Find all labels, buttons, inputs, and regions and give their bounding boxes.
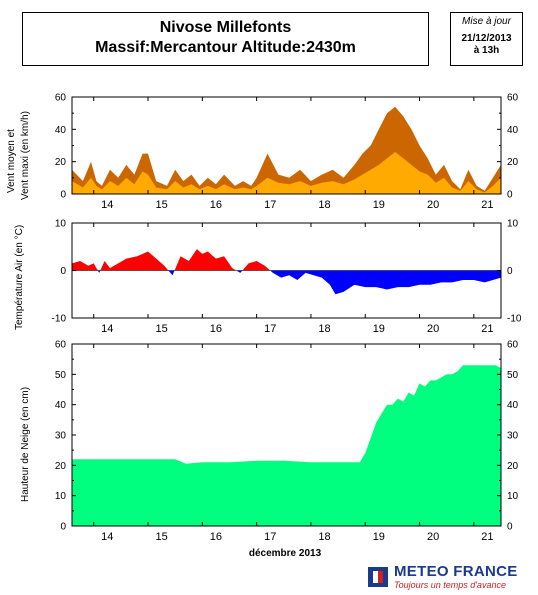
- y-tick-label-left: 0: [60, 522, 66, 533]
- y-tick-label-right: 0: [507, 190, 513, 201]
- x-day-label: 15: [155, 531, 167, 543]
- y-tick-label-right: 30: [507, 431, 519, 442]
- update-box: Mise à jour 21/12/2013 à 13h: [450, 12, 523, 66]
- wind-day-labels: 14 15 16 17 18 19 20 21: [101, 199, 493, 211]
- station-title: Nivose Millefonts: [159, 19, 292, 36]
- y-tick-label-left: 20: [55, 461, 67, 472]
- y-tick-label-left: 10: [55, 491, 67, 502]
- station-subtitle: Massif:Mercantour Altitude:2430m: [95, 39, 356, 56]
- x-day-label: 18: [318, 199, 330, 211]
- x-day-label: 16: [210, 199, 222, 211]
- y-tick-label-left: 0: [60, 190, 66, 201]
- x-day-label: 17: [264, 531, 276, 543]
- y-tick-label-right: 60: [507, 93, 519, 104]
- y-tick-label-left: 60: [55, 340, 67, 351]
- x-day-label: 19: [373, 323, 385, 335]
- meteo-france-logo: METEO FRANCE Toujours un temps d'avance: [368, 563, 538, 591]
- temp-negative-area: [72, 270, 501, 295]
- y-tick-label-right: 10: [507, 219, 519, 230]
- y-tick-label-right: 0: [507, 522, 513, 533]
- y-tick-label-right: 60: [507, 340, 519, 351]
- x-day-label: 21: [481, 531, 493, 543]
- y-tick-label-right: 40: [507, 125, 519, 136]
- x-day-label: 15: [155, 323, 167, 335]
- title-box: Nivose Millefonts Massif:Mercantour Alti…: [22, 12, 429, 66]
- x-day-label: 17: [264, 323, 276, 335]
- x-day-label: 20: [427, 199, 439, 211]
- x-day-label: 19: [373, 199, 385, 211]
- update-label: Mise à jour: [462, 16, 511, 27]
- logo-tagline: Toujours un temps d'avance: [394, 580, 506, 590]
- x-day-label: 15: [155, 199, 167, 211]
- logo-name: METEO FRANCE: [394, 563, 518, 580]
- charts-canvas: 14 15 16 17 18 19 20 21 14 15 16 17 18 19 20 21 14 15 16…: [6, 93, 522, 560]
- x-day-label: 20: [427, 531, 439, 543]
- y-tick-label-left: 40: [55, 125, 67, 136]
- meteo-france-emblem-icon: [368, 567, 388, 587]
- y-tick-label-left: 20: [55, 157, 67, 168]
- x-day-label: 18: [318, 323, 330, 335]
- x-day-label: 20: [427, 323, 439, 335]
- update-date: 21/12/2013: [461, 33, 512, 44]
- x-day-label: 14: [101, 323, 113, 335]
- y-tick-label-left: -10: [52, 314, 67, 325]
- snow-ylabel: Hauteur de Neige (en cm): [20, 387, 31, 502]
- temp-ylabel: Température Air (en °C): [14, 225, 25, 330]
- y-tick-label-left: 50: [55, 370, 67, 381]
- x-day-label: 21: [481, 199, 493, 211]
- y-tick-label-left: 40: [55, 400, 67, 411]
- y-tick-label-left: 10: [55, 219, 67, 230]
- y-tick-label-right: 20: [507, 157, 519, 168]
- y-tick-label-right: 20: [507, 461, 519, 472]
- temp-day-labels: 14 15 16 17 18 19 20 21: [101, 323, 493, 335]
- y-tick-label-right: 0: [507, 266, 513, 277]
- wind-max-area: [72, 106, 501, 194]
- x-day-label: 18: [318, 531, 330, 543]
- snow-depth-area: [72, 365, 501, 526]
- x-day-label: 17: [264, 199, 276, 211]
- x-day-label: 19: [373, 531, 385, 543]
- y-tick-label-left: 60: [55, 93, 67, 104]
- y-tick-label-left: 30: [55, 431, 67, 442]
- y-tick-label-right: -10: [507, 314, 522, 325]
- y-tick-label-right: 10: [507, 491, 519, 502]
- x-day-label: 16: [210, 323, 222, 335]
- y-tick-label-right: 40: [507, 400, 519, 411]
- wind-ylabel-line2: Vent maxi (en km/h): [20, 111, 31, 200]
- x-axis-title: décembre 2013: [249, 548, 322, 559]
- y-tick-label-right: 50: [507, 370, 519, 381]
- wind-mean-area: [72, 152, 501, 194]
- x-day-label: 14: [101, 531, 113, 543]
- x-day-label: 16: [210, 531, 222, 543]
- x-day-label: 14: [101, 199, 113, 211]
- wind-ylabel-line1: Vent moyen et: [6, 129, 17, 193]
- snow-day-labels: 14 15 16 17 18 19 20 21: [101, 531, 493, 543]
- y-tick-label-left: 0: [60, 266, 66, 277]
- x-day-label: 21: [481, 323, 493, 335]
- temp-positive-area: [72, 249, 501, 271]
- update-time: à 13h: [473, 45, 500, 56]
